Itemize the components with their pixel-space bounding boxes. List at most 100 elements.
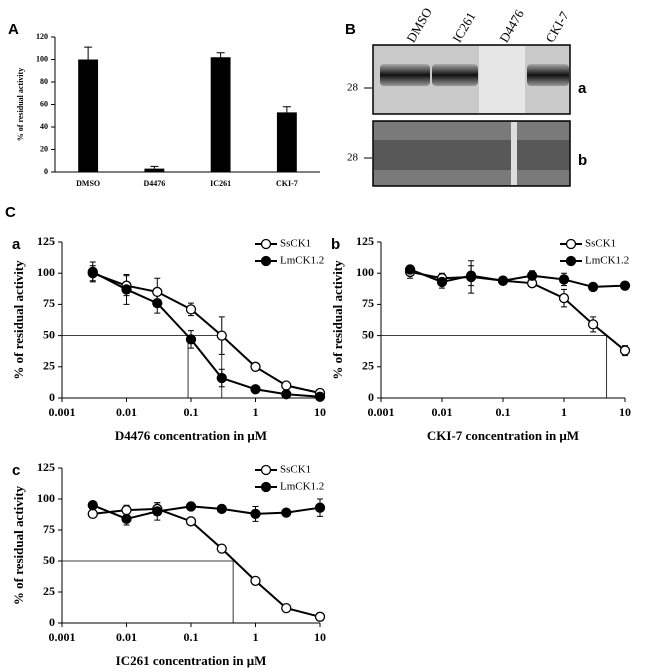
- marker: [558, 293, 570, 304]
- x-tick-label: 1: [561, 405, 567, 419]
- marker: [526, 270, 538, 281]
- bar: [144, 168, 165, 172]
- legend-label: LmCK1.2: [585, 255, 629, 267]
- bar: [210, 57, 231, 172]
- legend-marker: [565, 255, 577, 267]
- y-axis-label: % of residual activity: [16, 68, 25, 141]
- y-tick-label: 0: [49, 615, 55, 629]
- x-tick-label: IC261: [210, 179, 231, 188]
- panel-letter: c: [12, 462, 20, 479]
- marker: [250, 508, 261, 520]
- x-tick-label: 1: [253, 630, 259, 644]
- y-tick-label: 100: [37, 265, 55, 279]
- x-tick-label: 10: [619, 405, 631, 419]
- x-tick-label: 1: [253, 405, 259, 419]
- y-tick-label: 75: [43, 522, 55, 536]
- marker: [497, 275, 509, 286]
- marker: [87, 266, 98, 278]
- y-tick-label: 20: [40, 144, 48, 153]
- marker: [250, 575, 261, 586]
- x-tick-label: 0.001: [49, 630, 76, 644]
- marker: [185, 516, 197, 527]
- x-tick-label: 0.1: [184, 630, 199, 644]
- y-tick-label: 40: [40, 122, 48, 131]
- marker: [87, 508, 98, 520]
- x-tick-label: D4476: [143, 179, 165, 188]
- marker: [250, 384, 261, 395]
- bar: [78, 59, 99, 172]
- y-tick-label: 120: [36, 32, 48, 41]
- marker: [152, 506, 163, 517]
- panel-letter: b: [331, 236, 340, 253]
- marker: [152, 286, 163, 298]
- marker: [281, 602, 292, 614]
- y-tick-label: 75: [362, 296, 374, 310]
- legend-marker: [260, 481, 272, 493]
- marker: [314, 391, 326, 402]
- y-tick-label: 50: [362, 327, 374, 341]
- lane-label: DMSO: [403, 5, 435, 45]
- marker-label: 28: [347, 82, 359, 94]
- series-line: [92, 271, 321, 398]
- marker: [404, 264, 416, 275]
- marker: [465, 270, 477, 281]
- y-axis-label: % of residual activity: [11, 485, 26, 605]
- marker: [121, 513, 132, 524]
- error-bar: [150, 165, 159, 169]
- marker: [185, 501, 197, 512]
- y-tick-label: 75: [43, 296, 55, 310]
- x-tick-label: 0.001: [368, 405, 395, 419]
- lane-label: CKI-7: [542, 8, 572, 45]
- marker: [281, 389, 292, 400]
- marker: [216, 330, 227, 341]
- marker: [185, 334, 197, 345]
- marker: [216, 503, 227, 515]
- y-tick-label: 25: [43, 584, 55, 598]
- marker: [87, 500, 98, 511]
- series-line: [92, 272, 321, 394]
- error-bar: [216, 52, 225, 58]
- x-tick-label: 10: [314, 405, 326, 419]
- x-tick-label: DMSO: [76, 179, 100, 188]
- legend-label: SsCK1: [280, 238, 311, 250]
- gel: [364, 44, 571, 187]
- legend-marker: [565, 238, 577, 250]
- marker: [152, 298, 163, 309]
- y-tick-label: 125: [37, 234, 55, 248]
- marker: [121, 505, 132, 516]
- marker: [185, 304, 197, 315]
- legend-marker: [260, 255, 272, 267]
- x-tick-label: 0.1: [184, 405, 199, 419]
- marker: [619, 345, 631, 356]
- legend-marker: [260, 238, 272, 250]
- marker-label: 28: [347, 152, 359, 164]
- marker: [587, 319, 599, 330]
- legend-label: SsCK1: [280, 464, 311, 476]
- marker: [436, 276, 448, 288]
- panel-label: B: [345, 21, 356, 38]
- legend-label: LmCK1.2: [280, 255, 324, 267]
- blot-label: a: [578, 80, 587, 97]
- y-tick-label: 50: [43, 553, 55, 567]
- marker: [281, 507, 292, 518]
- marker: [216, 543, 227, 554]
- y-tick-label: 25: [362, 359, 374, 373]
- x-tick-label: 0.01: [116, 630, 137, 644]
- panel-letter: a: [12, 236, 21, 253]
- marker: [216, 372, 227, 384]
- bar: [276, 112, 297, 172]
- legend-label: LmCK1.2: [280, 481, 324, 493]
- marker: [314, 502, 326, 513]
- y-tick-label: 0: [49, 390, 55, 404]
- x-tick-label: 0.1: [496, 405, 511, 419]
- x-axis-label: D4476 concentration in μM: [115, 428, 267, 443]
- marker: [558, 274, 570, 285]
- x-axis-label: CKI-7 concentration in μM: [427, 428, 579, 443]
- y-axis-label: % of residual activity: [11, 260, 26, 380]
- error-bar: [282, 106, 291, 113]
- y-tick-label: 25: [43, 359, 55, 373]
- legend-label: SsCK1: [585, 238, 616, 250]
- x-tick-label: CKI-7: [276, 179, 298, 188]
- y-tick-label: 50: [43, 327, 55, 341]
- y-tick-label: 80: [40, 77, 48, 86]
